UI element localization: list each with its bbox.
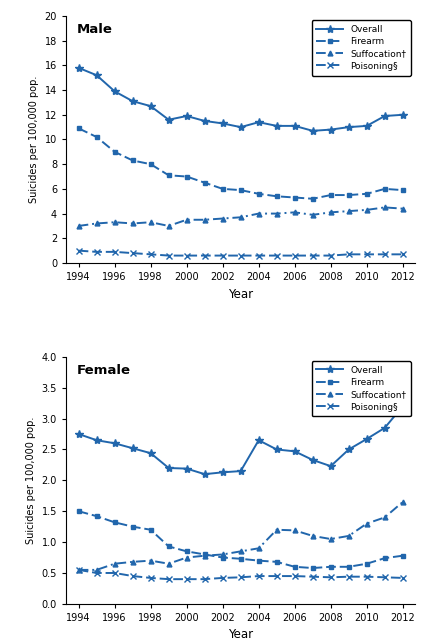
- Text: Male: Male: [77, 24, 112, 36]
- X-axis label: Year: Year: [228, 628, 253, 639]
- Legend: Overall, Firearm, Suffocation†, Poisoning§: Overall, Firearm, Suffocation†, Poisonin…: [311, 362, 411, 417]
- Text: Female: Female: [77, 364, 130, 377]
- X-axis label: Year: Year: [228, 288, 253, 300]
- Y-axis label: Suicides per 100,000 pop.: Suicides per 100,000 pop.: [29, 76, 39, 203]
- Legend: Overall, Firearm, Suffocation†, Poisoning§: Overall, Firearm, Suffocation†, Poisonin…: [311, 20, 411, 75]
- Y-axis label: Suicides per 100,000 pop.: Suicides per 100,000 pop.: [26, 417, 36, 544]
